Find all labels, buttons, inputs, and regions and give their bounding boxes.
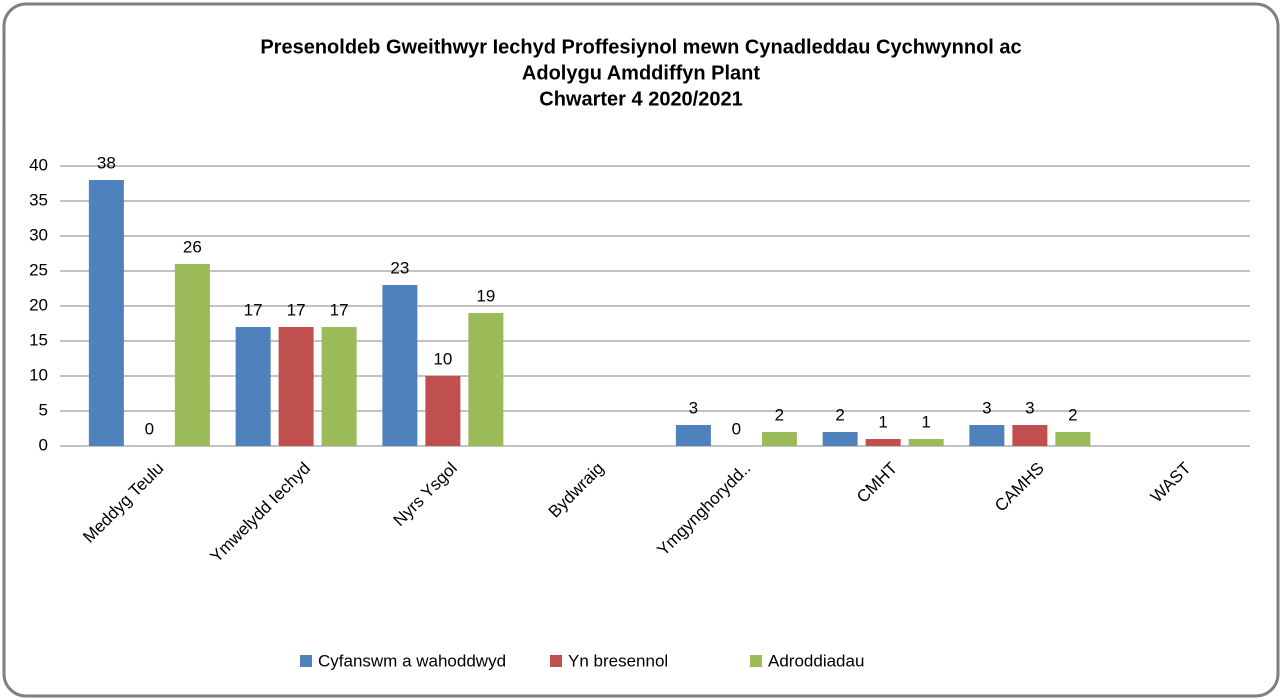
y-tick-label: 40 xyxy=(29,155,48,174)
bar xyxy=(1012,425,1048,446)
legend-label: Cyfanswm a wahoddwyd xyxy=(318,651,506,670)
y-tick-label: 20 xyxy=(29,295,48,314)
chart-title: Chwarter 4 2020/2021 xyxy=(539,88,742,110)
y-tick-label: 25 xyxy=(29,260,48,279)
data-label: 0 xyxy=(145,419,154,438)
data-label: 3 xyxy=(982,398,991,417)
bar xyxy=(1055,432,1091,446)
chart-title: Presenoldeb Gweithwyr Iechyd Proffesiyno… xyxy=(260,36,1021,58)
y-tick-label: 10 xyxy=(29,365,48,384)
data-label: 1 xyxy=(878,412,887,431)
bar xyxy=(969,425,1005,446)
data-label: 38 xyxy=(97,153,116,172)
data-label: 19 xyxy=(476,286,495,305)
legend-label: Adroddiadau xyxy=(768,651,864,670)
bar xyxy=(382,285,418,446)
data-label: 2 xyxy=(775,405,784,424)
legend-swatch xyxy=(750,655,762,667)
data-label: 17 xyxy=(330,300,349,319)
legend-label: Yn bresennol xyxy=(568,651,668,670)
legend-swatch xyxy=(300,655,312,667)
data-label: 10 xyxy=(433,349,452,368)
bar xyxy=(321,327,357,446)
bar xyxy=(865,439,901,446)
bar xyxy=(235,327,271,446)
bar xyxy=(425,376,461,446)
data-label: 0 xyxy=(732,419,741,438)
data-label: 23 xyxy=(390,258,409,277)
data-label: 3 xyxy=(689,398,698,417)
y-tick-label: 35 xyxy=(29,190,48,209)
y-tick-label: 5 xyxy=(39,400,48,419)
bar xyxy=(908,439,944,446)
data-label: 2 xyxy=(1068,405,1077,424)
data-label: 17 xyxy=(287,300,306,319)
bar xyxy=(761,432,797,446)
bar xyxy=(88,180,124,446)
bar xyxy=(822,432,858,446)
legend-swatch xyxy=(550,655,562,667)
bar xyxy=(468,313,504,446)
data-label: 3 xyxy=(1025,398,1034,417)
y-tick-label: 30 xyxy=(29,225,48,244)
bar xyxy=(675,425,711,446)
bar xyxy=(174,264,210,446)
bar xyxy=(278,327,314,446)
data-label: 17 xyxy=(244,300,263,319)
data-label: 1 xyxy=(921,412,930,431)
y-tick-label: 0 xyxy=(39,435,48,454)
data-label: 2 xyxy=(835,405,844,424)
data-label: 26 xyxy=(183,237,202,256)
chart-title: Adolygu Amddiffyn Plant xyxy=(522,62,760,84)
y-tick-label: 15 xyxy=(29,330,48,349)
